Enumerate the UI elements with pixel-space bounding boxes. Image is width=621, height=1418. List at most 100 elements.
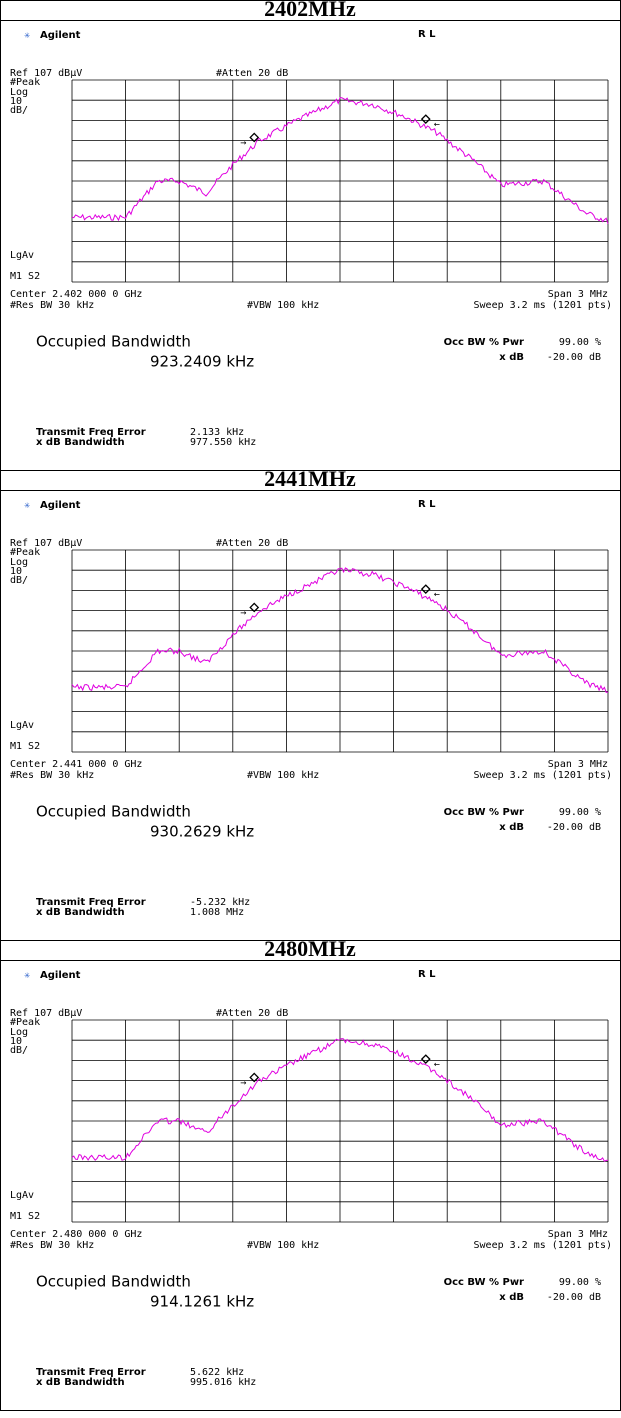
occ-value: 99.00 % [559, 807, 601, 818]
rbw: #Res BW 30 kHz [10, 770, 94, 781]
rbw: #Res BW 30 kHz [10, 300, 94, 311]
vbw: #VBW 100 kHz [247, 1240, 319, 1251]
span: Span 3 MHz [548, 759, 608, 770]
occ-value: 99.00 % [559, 1277, 601, 1288]
vbw: #VBW 100 kHz [247, 300, 319, 311]
occ-label: Occ BW % Pwr [444, 337, 524, 348]
occ-label: Occ BW % Pwr [444, 807, 524, 818]
unit: dB/ [10, 105, 28, 116]
heading: 2402MHz [264, 0, 356, 21]
occ-label: Occ BW % Pwr [444, 1277, 524, 1288]
xdb-value: -20.00 dB [547, 352, 601, 363]
trace [71, 1037, 609, 1162]
ref: Ref 107 dBµV [10, 1008, 82, 1019]
trace [71, 567, 609, 693]
panel-border [0, 0, 621, 471]
xbw-value: 1.008 MHz [190, 907, 244, 918]
panel: 2480MHz ✳ Agilent R L Ref 107 dBµV #Atten 20 … [0, 936, 621, 1411]
center: Center 2.402 000 0 GHz [10, 289, 142, 300]
obw-value: 923.2409 kHz [150, 353, 254, 371]
tfe-label: Transmit Freq Error [36, 427, 146, 438]
obw-title: Occupied Bandwidth [36, 1273, 191, 1291]
tfe-value: -5.232 kHz [190, 897, 250, 908]
xdb-value: -20.00 dB [547, 1292, 601, 1303]
xdb-label: x dB [499, 352, 524, 363]
xbw-label: x dB Bandwidth [36, 437, 125, 448]
log: Log [10, 87, 28, 98]
marker-arrow: ← [434, 119, 440, 130]
span: Span 3 MHz [548, 1229, 608, 1240]
panel: 2402MHz ✳ Agilent R L Ref 107 dBµV #Atten 20 … [0, 0, 621, 471]
brand: Agilent [40, 970, 81, 981]
heading: 2441MHz [264, 466, 356, 491]
obw-value: 914.1261 kHz [150, 1293, 254, 1311]
center: Center 2.480 000 0 GHz [10, 1229, 142, 1240]
obw-value: 930.2629 kHz [150, 823, 254, 841]
vbw: #VBW 100 kHz [247, 770, 319, 781]
marker-diamond [420, 114, 431, 125]
xdb-label: x dB [499, 1292, 524, 1303]
marker: M1 S2 [10, 1211, 40, 1222]
xbw-label: x dB Bandwidth [36, 907, 125, 918]
xbw-label: x dB Bandwidth [36, 1377, 125, 1388]
xdb-label: x dB [499, 822, 524, 833]
mode: R L [418, 969, 436, 980]
atten: #Atten 20 dB [216, 538, 288, 549]
xbw-value: 977.550 kHz [190, 437, 256, 448]
marker-arrow: → [240, 137, 246, 148]
marker: M1 S2 [10, 271, 40, 282]
agilent-logo: ✳ [24, 30, 30, 41]
tfe-label: Transmit Freq Error [36, 897, 146, 908]
marker-diamond [249, 1072, 260, 1083]
ref: Ref 107 dBµV [10, 68, 82, 79]
atten: #Atten 20 dB [216, 68, 288, 79]
trace [71, 97, 609, 224]
occ-value: 99.00 % [559, 337, 601, 348]
marker-diamond [420, 584, 431, 595]
marker-arrow: ← [434, 1059, 440, 1070]
marker-diamond [249, 602, 260, 613]
det: #Peak [10, 1017, 40, 1028]
marker-arrow: → [240, 607, 246, 618]
obw-title: Occupied Bandwidth [36, 803, 191, 821]
marker-diamond [249, 132, 260, 143]
panel: 2441MHz ✳ Agilent R L Ref 107 dBµV #Atten 20 … [0, 466, 621, 941]
avg: LgAv [10, 720, 34, 731]
log: Log [10, 557, 28, 568]
mode: R L [418, 29, 436, 40]
avg: LgAv [10, 1190, 34, 1201]
panel-border [0, 940, 621, 1411]
sweep: Sweep 3.2 ms (1201 pts) [474, 770, 612, 781]
center: Center 2.441 000 0 GHz [10, 759, 142, 770]
ref: Ref 107 dBµV [10, 538, 82, 549]
tfe-label: Transmit Freq Error [36, 1367, 146, 1378]
rbw: #Res BW 30 kHz [10, 1240, 94, 1251]
scale: 10 [10, 566, 22, 577]
marker-arrow: → [240, 1077, 246, 1088]
det: #Peak [10, 547, 40, 558]
marker-arrow: ← [434, 589, 440, 600]
unit: dB/ [10, 1045, 28, 1056]
obw-title: Occupied Bandwidth [36, 333, 191, 351]
atten: #Atten 20 dB [216, 1008, 288, 1019]
tfe-value: 5.622 kHz [190, 1367, 244, 1378]
span: Span 3 MHz [548, 289, 608, 300]
scale: 10 [10, 1036, 22, 1047]
mode: R L [418, 499, 436, 510]
brand: Agilent [40, 500, 81, 511]
avg: LgAv [10, 250, 34, 261]
log: Log [10, 1027, 28, 1038]
brand: Agilent [40, 30, 81, 41]
xbw-value: 995.016 kHz [190, 1377, 256, 1388]
tfe-value: 2.133 kHz [190, 427, 244, 438]
sweep: Sweep 3.2 ms (1201 pts) [474, 300, 612, 311]
agilent-logo: ✳ [24, 970, 30, 981]
scale: 10 [10, 96, 22, 107]
marker-diamond [420, 1054, 431, 1065]
unit: dB/ [10, 575, 28, 586]
xdb-value: -20.00 dB [547, 822, 601, 833]
heading: 2480MHz [264, 936, 356, 961]
sweep: Sweep 3.2 ms (1201 pts) [474, 1240, 612, 1251]
agilent-logo: ✳ [24, 500, 30, 511]
